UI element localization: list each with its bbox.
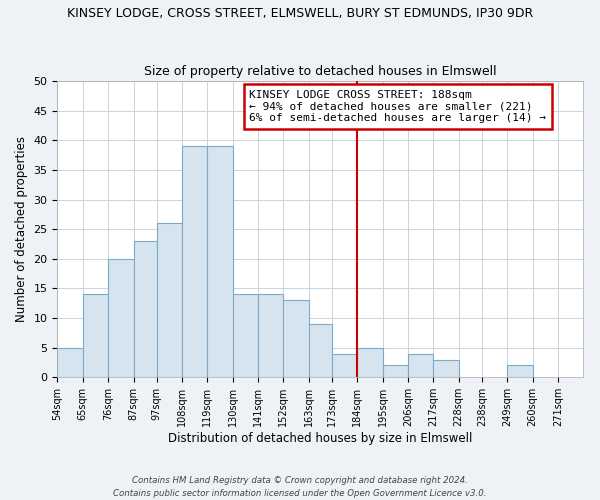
Bar <box>83 294 108 378</box>
Bar <box>332 354 357 378</box>
Bar <box>283 300 309 378</box>
Bar <box>157 224 182 378</box>
Bar <box>58 348 83 378</box>
Bar <box>182 146 208 378</box>
Text: KINSEY LODGE CROSS STREET: 188sqm
← 94% of detached houses are smaller (221)
6% : KINSEY LODGE CROSS STREET: 188sqm ← 94% … <box>250 90 547 123</box>
Bar <box>383 366 408 378</box>
Bar <box>134 241 157 378</box>
Text: Contains HM Land Registry data © Crown copyright and database right 2024.
Contai: Contains HM Land Registry data © Crown c… <box>113 476 487 498</box>
Text: KINSEY LODGE, CROSS STREET, ELMSWELL, BURY ST EDMUNDS, IP30 9DR: KINSEY LODGE, CROSS STREET, ELMSWELL, BU… <box>67 8 533 20</box>
Bar <box>357 348 383 378</box>
Bar <box>408 354 433 378</box>
X-axis label: Distribution of detached houses by size in Elmswell: Distribution of detached houses by size … <box>168 432 473 445</box>
Title: Size of property relative to detached houses in Elmswell: Size of property relative to detached ho… <box>144 66 497 78</box>
Bar <box>309 324 332 378</box>
Y-axis label: Number of detached properties: Number of detached properties <box>15 136 28 322</box>
Bar <box>233 294 258 378</box>
Bar <box>108 259 134 378</box>
Bar <box>433 360 459 378</box>
Bar <box>258 294 283 378</box>
Bar <box>208 146 233 378</box>
Bar <box>507 366 533 378</box>
